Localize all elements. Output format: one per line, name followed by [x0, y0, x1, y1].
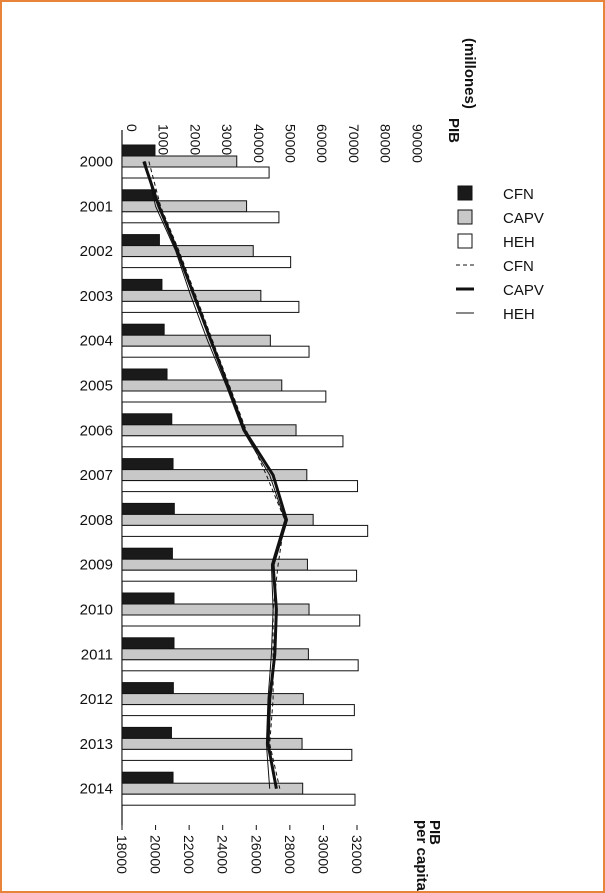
- bottom-axis-tick-label: 26000: [248, 835, 264, 874]
- bar-heh-2012: [121, 704, 355, 717]
- category-label: 2013: [80, 736, 113, 753]
- bar-heh-2002: [121, 256, 292, 269]
- bottom-axis-tick-label: 24000: [215, 835, 231, 874]
- bar-cfn-2003: [121, 278, 163, 291]
- bar-capv-2000: [121, 155, 238, 168]
- bar-capv-2005: [121, 379, 283, 392]
- category-label: 2010: [80, 602, 113, 619]
- bar-capv-2009: [121, 558, 308, 571]
- category-label: 2000: [80, 154, 113, 171]
- bar-heh-2009: [121, 569, 358, 582]
- bar-capv-2010: [121, 603, 310, 616]
- bar-heh-2010: [121, 614, 361, 627]
- bar-cfn-2000: [121, 144, 156, 157]
- top-axis-tick-label: 80000: [378, 124, 394, 163]
- category-label: 2009: [80, 557, 113, 574]
- bottom-axis-title-line2: per capita: [413, 820, 430, 891]
- top-axis-tick-label: 60000: [314, 124, 330, 163]
- category-label: 2011: [81, 646, 113, 663]
- category-label: 2014: [80, 781, 113, 798]
- bar-heh-2013: [121, 748, 353, 761]
- bar-cfn-2007: [121, 458, 174, 471]
- top-axis-tick-label: 90000: [409, 124, 425, 163]
- top-axis-title-line1: PIB: [445, 118, 462, 143]
- bottom-axis-title-line1: PIB: [426, 820, 443, 845]
- bar-capv-2011: [121, 648, 309, 661]
- bottom-axis-tick-label: 22000: [181, 835, 197, 874]
- category-label: 2012: [80, 691, 113, 708]
- top-axis-title-line2: (millones): [461, 38, 478, 109]
- bar-cfn-2006: [121, 413, 173, 426]
- bottom-axis-tick-label: 32000: [349, 835, 365, 874]
- legend-swatch-capv: [457, 209, 473, 225]
- legend-label-heh: HEH: [503, 306, 535, 323]
- bar-heh-2008: [121, 524, 369, 537]
- bottom-axis-tick-label: 28000: [282, 835, 298, 874]
- bar-cfn-2002: [121, 234, 160, 247]
- bar-capv-2012: [121, 693, 304, 706]
- legend-label-heh: HEH: [503, 234, 535, 251]
- line-capv-thick: [142, 161, 289, 789]
- bar-cfn-2005: [121, 368, 168, 381]
- legend-label-cfn: CFN: [503, 186, 534, 203]
- bottom-axis-tick-label: 30000: [315, 835, 331, 874]
- bar-capv-2001: [121, 200, 248, 213]
- legend-label-capv: CAPV: [503, 210, 544, 227]
- top-axis-tick-label: 10000: [156, 124, 172, 163]
- bar-cfn-2009: [121, 547, 173, 560]
- bar-capv-2004: [121, 334, 271, 347]
- bar-cfn-2011: [121, 637, 175, 650]
- bar-capv-2013: [121, 737, 303, 750]
- top-axis-tick-label: 0: [124, 124, 140, 132]
- top-axis-tick-label: 30000: [219, 124, 235, 163]
- bar-cfn-2008: [121, 502, 175, 515]
- legend-swatch-cfn: [457, 185, 473, 201]
- legend-label-capv: CAPV: [503, 282, 544, 299]
- top-axis-tick-label: 50000: [283, 124, 299, 163]
- bar-cfn-2013: [121, 726, 172, 739]
- bar-heh-2001: [121, 211, 280, 224]
- bar-capv-2006: [121, 424, 297, 437]
- bar-heh-2007: [121, 480, 359, 493]
- bar-heh-2005: [121, 390, 327, 403]
- legend-swatch-heh: [457, 233, 473, 249]
- bar-cfn-2004: [121, 323, 165, 336]
- bar-cfn-2010: [121, 592, 175, 605]
- category-label: 2002: [80, 243, 113, 260]
- category-label: 2004: [80, 333, 113, 350]
- bar-heh-2011: [121, 659, 359, 672]
- legend-label-cfn: CFN: [503, 258, 534, 275]
- top-axis-tick-label: 40000: [251, 124, 267, 163]
- bottom-axis-tick-label: 18000: [114, 835, 130, 874]
- bar-capv-2007: [121, 469, 308, 482]
- bar-capv-2002: [121, 245, 254, 258]
- top-axis-tick-label: 20000: [187, 124, 203, 163]
- category-label: 2003: [80, 288, 113, 305]
- category-label: 2001: [80, 198, 113, 215]
- line-cfn-dashed: [148, 161, 286, 789]
- bar-cfn-2012: [121, 682, 174, 695]
- line-heh-thin: [145, 161, 286, 789]
- category-label: 2006: [80, 422, 113, 439]
- bar-cfn-2014: [121, 771, 174, 784]
- bar-heh-2014: [121, 793, 356, 806]
- bar-cfn-2001: [121, 189, 157, 202]
- bar-heh-2003: [121, 300, 300, 313]
- bottom-axis-tick-label: 20000: [148, 835, 164, 874]
- bar-heh-2006: [121, 435, 344, 448]
- top-axis-tick-label: 70000: [346, 124, 362, 163]
- category-label: 2008: [80, 512, 113, 529]
- bar-heh-2000: [121, 166, 270, 179]
- category-label: 2007: [80, 467, 113, 484]
- category-label: 2005: [80, 378, 113, 395]
